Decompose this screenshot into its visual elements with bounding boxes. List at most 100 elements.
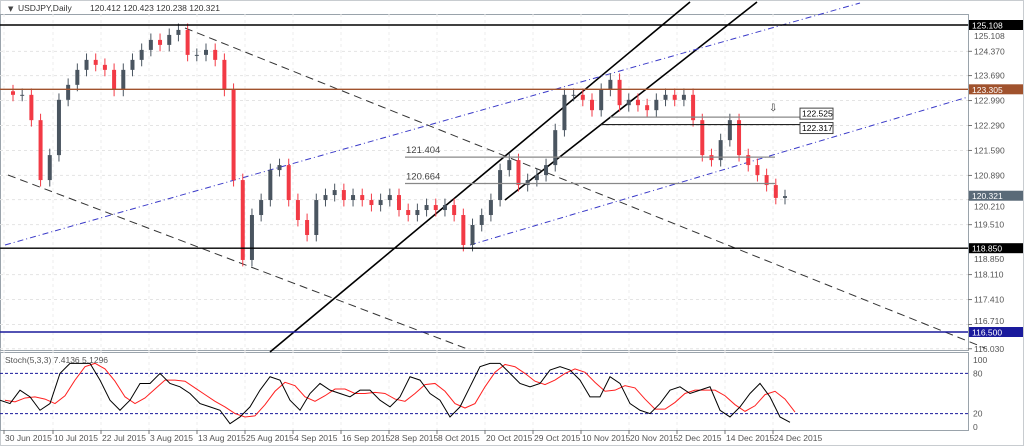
candle-body (231, 89, 236, 181)
candle-body (773, 185, 778, 198)
y-tick-label: 120.210 (974, 202, 1005, 212)
candle-body (139, 49, 144, 60)
x-tick-label: 16 Sep 2015 (342, 433, 390, 443)
candle-body (121, 69, 126, 90)
symbol-label: USDJPY,Daily (18, 3, 72, 13)
candle-body (295, 200, 300, 221)
candle-body (681, 94, 686, 100)
dropdown-triangle-icon[interactable]: ▼ (8, 5, 14, 13)
stoch-label: Stoch(5,3,3) 7.4136 5.1296 (5, 355, 108, 365)
x-tick-label: 20 Nov 2015 (630, 433, 678, 443)
channel-line-upper (269, 1, 691, 353)
candle-body (102, 64, 107, 70)
candle-body (387, 195, 392, 201)
candle-body (158, 39, 163, 45)
candle-body (249, 215, 254, 260)
candle-body (727, 120, 732, 141)
candle-body (176, 29, 181, 35)
candle-body (645, 105, 650, 111)
candle-body (213, 49, 218, 60)
candle-body (580, 94, 585, 100)
y-tick-label: 116.710 (974, 316, 1004, 326)
stoch-y-label: 100 (973, 355, 987, 365)
x-tick-label: 29 Oct 2015 (534, 433, 581, 443)
candle-body (479, 215, 484, 226)
candle-body (424, 205, 429, 211)
candle-body (608, 79, 613, 90)
candle-body (20, 94, 25, 96)
candle-body (488, 200, 493, 216)
level-label-box (799, 122, 834, 135)
y-tick-label: 124.370 (974, 46, 1005, 56)
level-label-box (799, 107, 834, 120)
candle-body (259, 200, 264, 216)
level-label: 121.404 (406, 145, 440, 156)
candle-body (783, 196, 787, 198)
stoch-y-label: 0 (973, 422, 978, 432)
x-tick-label: 4 Sep 2015 (294, 433, 338, 443)
y-tick-label: 121.590 (974, 145, 1005, 155)
candle-body (84, 59, 89, 70)
candle-body (507, 160, 512, 171)
candle-body (397, 195, 401, 211)
blue-channel-upper (4, 2, 861, 246)
candle-body (700, 120, 705, 156)
dashed-trendline-upper (184, 27, 986, 349)
price-tag (969, 84, 1023, 95)
x-tick-label: 30 Jun 2015 (5, 433, 52, 443)
candle-body (29, 94, 34, 121)
x-tick-label: 10 Nov 2015 (582, 433, 630, 443)
price-tag (969, 190, 1023, 201)
candle-body (351, 195, 356, 201)
candle-body (185, 29, 190, 55)
candle-body (617, 79, 622, 106)
blue-channel-lower (469, 96, 969, 246)
price-tag-label: 116.500 (972, 328, 1002, 338)
candle-body (498, 170, 503, 201)
candle-body (442, 205, 447, 211)
candle-body (635, 99, 640, 106)
candle-body (718, 140, 723, 161)
candle-body (672, 94, 677, 100)
x-tick-label: 10 Jul 2015 (54, 433, 98, 443)
price-tag-label: 120.321 (972, 191, 1003, 201)
y-tick-label: 122.990 (974, 96, 1005, 106)
candle-body (452, 205, 457, 216)
candle-body (755, 165, 760, 176)
level-label: 122.317 (802, 123, 833, 133)
candle-body (525, 180, 530, 186)
candle-body (534, 175, 539, 181)
x-tick-label: 25 Aug 2015 (246, 433, 294, 443)
price-tag (969, 243, 1023, 254)
candle-body (323, 195, 328, 201)
price-tag-label: 125.108 (972, 21, 1003, 31)
candle-body (516, 160, 521, 186)
candle-body (194, 54, 199, 56)
x-tick-label: 2 Dec 2015 (678, 433, 722, 443)
x-tick-label: 8 Oct 2015 (438, 433, 480, 443)
candle-body (314, 200, 319, 235)
candle-body (470, 225, 475, 245)
ohlc-readout: 120.412 120.423 120.238 120.321 (90, 3, 220, 13)
candle-body (268, 170, 273, 201)
candle-body (626, 99, 631, 106)
y-tick-label: 122.290 (974, 121, 1005, 131)
candle-body (360, 195, 365, 201)
arrow-down-icon: ⇩ (769, 103, 777, 114)
candle-body (240, 180, 245, 260)
candle-body (571, 94, 576, 96)
price-tag-label: 118.850 (972, 244, 1002, 254)
x-tick-label: 24 Dec 2015 (774, 433, 822, 443)
candle-body (38, 120, 43, 181)
candle-body (663, 94, 668, 100)
candle-body (654, 99, 659, 111)
candle-body (130, 59, 135, 70)
candle-body (332, 190, 337, 196)
candle-body (746, 155, 751, 166)
y-tick-label: 118.850 (974, 254, 1004, 264)
stoch-k-line (0, 362, 791, 425)
candle-body (461, 215, 466, 245)
candle-body (341, 190, 346, 201)
